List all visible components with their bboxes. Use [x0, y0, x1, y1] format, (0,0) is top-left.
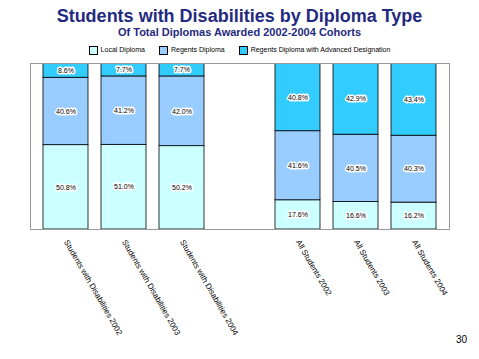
svg-text:7.7%: 7.7% [174, 66, 190, 73]
html-text:Students with Disabilities by: Students with Disabilities by Diploma Ty… [56, 6, 423, 26]
svg-text:51.0%: 51.0% [114, 183, 134, 190]
svg-text:17.6%: 17.6% [288, 211, 308, 218]
svg-text:Students with Disabilities 200: Students with Disabilities 2004 [178, 238, 240, 337]
svg-text:16.2%: 16.2% [404, 212, 424, 219]
svg-text:42.0%: 42.0% [172, 108, 192, 115]
svg-text:43.4%: 43.4% [404, 96, 424, 103]
svg-text:42.9%: 42.9% [346, 95, 366, 102]
html-text:Regents Diploma with Advanced: Regents Diploma with Advanced Designatio… [250, 45, 391, 53]
svg-text:50.8%: 50.8% [56, 184, 76, 191]
html-text:Regents Diploma: Regents Diploma [171, 45, 225, 53]
svg-text:40.3%: 40.3% [404, 165, 424, 172]
svg-text:Students with Disabilities 200: Students with Disabilities 2003 [120, 238, 182, 337]
svg-text:40.8%: 40.8% [288, 94, 308, 101]
svg-text:16.6%: 16.6% [346, 212, 366, 219]
html-text:30: 30 [455, 334, 467, 345]
svg-text:40.6%: 40.6% [56, 108, 76, 115]
svg-text:50.2%: 50.2% [172, 184, 192, 191]
svg-text:41.6%: 41.6% [288, 162, 308, 169]
svg-text:All Students 2003: All Students 2003 [352, 238, 391, 297]
html-text:Local Diploma: Local Diploma [100, 45, 145, 53]
svg-text:All Students 2002: All Students 2002 [294, 238, 333, 297]
svg-text:All Students 2004: All Students 2004 [410, 238, 449, 297]
svg-text:40.5%: 40.5% [346, 165, 366, 172]
svg-text:41.2%: 41.2% [114, 107, 134, 114]
html-text:Of Total Diplomas Awarded 2002: Of Total Diplomas Awarded 2002-2004 Coho… [118, 26, 361, 38]
svg-text:7.7%: 7.7% [116, 66, 132, 73]
svg-text:Students with Disabilities 200: Students with Disabilities 2002 [62, 238, 124, 337]
svg-text:8.6%: 8.6% [58, 67, 74, 74]
